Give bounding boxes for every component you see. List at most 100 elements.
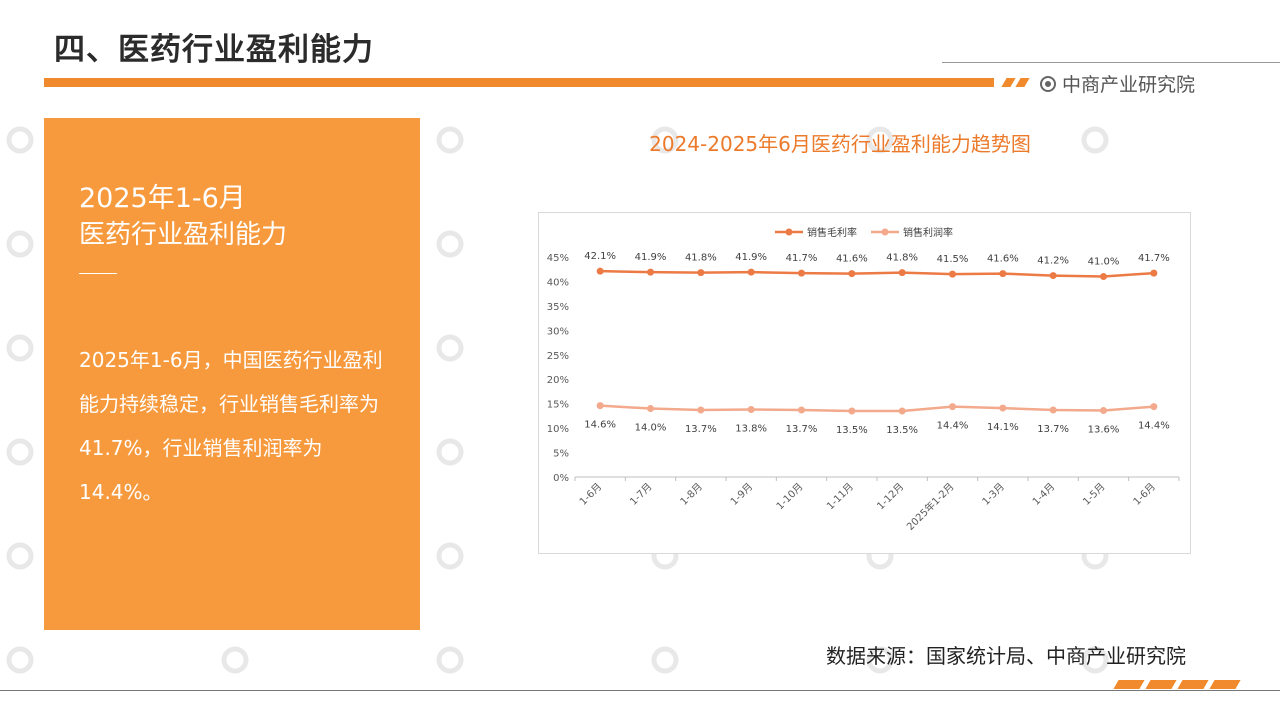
data-point bbox=[848, 270, 856, 278]
footer-stripe bbox=[1209, 680, 1241, 689]
data-label: 13.6% bbox=[1088, 425, 1120, 436]
data-point bbox=[949, 270, 956, 278]
watermark-mark bbox=[436, 230, 464, 258]
data-label: 41.7% bbox=[786, 253, 818, 264]
panel-divider bbox=[79, 273, 117, 274]
data-point bbox=[596, 402, 604, 410]
data-point bbox=[898, 269, 906, 277]
page-title: 四、医药行业盈利能力 bbox=[54, 32, 374, 68]
data-point bbox=[1100, 407, 1107, 415]
series-line-profit-margin bbox=[600, 404, 1154, 413]
data-label: 13.7% bbox=[1037, 424, 1069, 435]
data-label: 41.9% bbox=[735, 252, 767, 263]
x-tick-label: 2025年1-2月 bbox=[904, 480, 957, 533]
y-tick-label: 40% bbox=[547, 277, 569, 288]
x-tick-label: 1-11月 bbox=[824, 481, 856, 513]
data-point bbox=[798, 406, 805, 414]
watermark-mark bbox=[436, 438, 464, 466]
title-stripe bbox=[1015, 78, 1030, 87]
data-point bbox=[747, 268, 755, 276]
data-label: 41.0% bbox=[1088, 257, 1120, 268]
title-stripe bbox=[1001, 78, 1016, 87]
chart-frame: 0% 5% 10% 15% 20% 25% 30% 35% 40% 45% 1-6月 1-7月 1-8月… bbox=[538, 212, 1191, 554]
data-label: 14.4% bbox=[1138, 421, 1170, 432]
summary-panel: 2025年1-6月 医药行业盈利能力 2025年1-6月，中国医药行业盈利能力持… bbox=[44, 118, 420, 630]
x-tick-label: 1-6月 bbox=[577, 481, 604, 508]
x-tick-label: 1-6月 bbox=[1131, 481, 1158, 508]
data-point bbox=[1049, 272, 1057, 280]
data-label: 41.7% bbox=[1138, 253, 1170, 264]
data-label: 13.7% bbox=[786, 424, 818, 435]
x-tick-label: 1-5月 bbox=[1081, 481, 1108, 508]
legend-marker bbox=[785, 228, 793, 236]
data-label: 41.9% bbox=[635, 252, 667, 263]
watermark-mark bbox=[436, 126, 464, 154]
data-point bbox=[697, 406, 705, 414]
footer-stripe bbox=[1113, 680, 1145, 689]
data-label: 42.1% bbox=[584, 251, 616, 262]
data-point bbox=[999, 270, 1007, 278]
watermark-mark bbox=[436, 334, 464, 362]
panel-period: 2025年1-6月 bbox=[79, 183, 246, 214]
footer-line bbox=[0, 690, 1280, 691]
y-tick-label: 10% bbox=[547, 424, 569, 435]
footer-stripe bbox=[1145, 680, 1177, 689]
data-point bbox=[848, 407, 856, 415]
data-label: 14.6% bbox=[584, 420, 616, 431]
watermark-mark bbox=[6, 230, 34, 258]
legend-label: 销售毛利率 bbox=[807, 226, 857, 239]
brand-line bbox=[942, 62, 1280, 63]
y-tick-label: 35% bbox=[547, 302, 569, 313]
watermark-mark bbox=[221, 646, 249, 674]
data-label: 13.7% bbox=[685, 424, 717, 435]
brand: 中商产业研究院 bbox=[1040, 70, 1195, 97]
data-label: 41.6% bbox=[836, 254, 868, 265]
data-point bbox=[1150, 403, 1158, 411]
watermark-mark bbox=[6, 646, 34, 674]
x-tick-label: 1-3月 bbox=[980, 481, 1007, 508]
data-point bbox=[1150, 269, 1158, 277]
x-tick-label: 1-7月 bbox=[628, 481, 655, 508]
data-point bbox=[949, 403, 956, 411]
brand-logo-icon bbox=[1040, 75, 1056, 92]
x-tick-label: 1-4月 bbox=[1030, 481, 1057, 508]
series-line-gross-margin bbox=[600, 269, 1154, 278]
watermark-mark bbox=[436, 542, 464, 570]
x-tick-label: 1-12月 bbox=[875, 481, 907, 513]
watermark-mark bbox=[436, 646, 464, 674]
y-tick-label: 5% bbox=[553, 449, 569, 460]
data-label: 41.2% bbox=[1037, 256, 1069, 267]
legend-marker bbox=[881, 228, 889, 236]
data-label: 13.5% bbox=[886, 425, 918, 436]
data-point bbox=[647, 405, 654, 413]
data-point bbox=[1049, 406, 1057, 414]
data-label: 41.8% bbox=[685, 253, 717, 264]
data-point bbox=[647, 268, 654, 276]
watermark-mark bbox=[6, 334, 34, 362]
data-point bbox=[697, 269, 705, 277]
y-tick-label: 30% bbox=[547, 326, 569, 337]
x-tick-label: 1-8月 bbox=[678, 481, 705, 508]
panel-heading: 医药行业盈利能力 bbox=[79, 220, 288, 250]
data-label: 14.0% bbox=[635, 423, 667, 434]
data-point bbox=[1100, 273, 1107, 281]
panel-text: 2025年1-6月，中国医药行业盈利能力持续稳定，行业销售毛利率为41.7%，行… bbox=[79, 348, 383, 504]
data-point bbox=[798, 269, 805, 277]
data-point bbox=[596, 267, 604, 275]
watermark-mark bbox=[6, 438, 34, 466]
y-tick-label: 25% bbox=[547, 351, 569, 362]
y-tick-label: 0% bbox=[553, 473, 569, 484]
data-label: 14.1% bbox=[987, 422, 1019, 433]
footer-stripe bbox=[1177, 680, 1209, 689]
chart-title: 2024-2025年6月医药行业盈利能力趋势图 bbox=[649, 132, 1031, 156]
y-tick-label: 20% bbox=[547, 375, 569, 386]
data-point bbox=[999, 404, 1007, 412]
x-tick-label: 1-9月 bbox=[728, 481, 755, 508]
title-bar bbox=[44, 78, 994, 87]
data-source: 数据来源：国家统计局、中商产业研究院 bbox=[826, 644, 1186, 668]
y-tick-label: 45% bbox=[547, 253, 569, 264]
data-point bbox=[747, 406, 755, 414]
watermark-mark bbox=[6, 542, 34, 570]
watermark-mark bbox=[6, 126, 34, 154]
data-label: 13.8% bbox=[735, 424, 767, 435]
